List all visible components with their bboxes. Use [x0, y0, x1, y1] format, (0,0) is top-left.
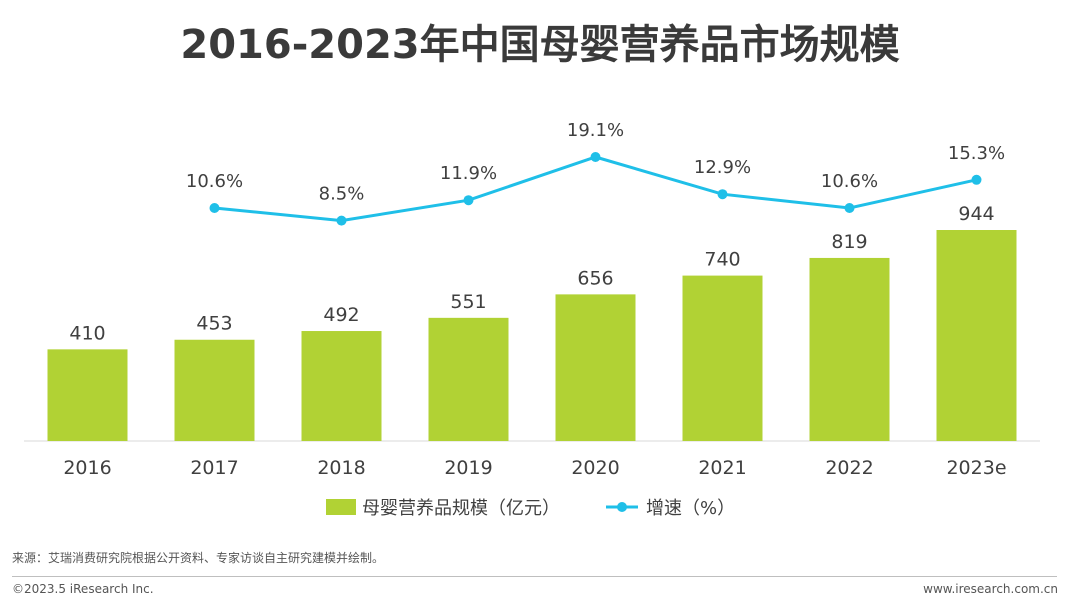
growth-value-label: 19.1% — [567, 120, 624, 141]
bar-2018 — [301, 331, 382, 441]
bar-2019 — [428, 317, 509, 441]
x-tick-label: 2023e — [946, 457, 1006, 479]
growth-value-label: 15.3% — [948, 143, 1005, 164]
bar-value-label: 740 — [704, 249, 740, 271]
growth-point-2017 — [209, 203, 220, 213]
chart-svg: 410 2016 453 2017 492 2018 551 2019 656 2020 740 20… — [24, 120, 1040, 519]
legend-bar-swatch — [326, 499, 356, 515]
growth-value-label: 11.9% — [440, 163, 497, 184]
legend-bar-label: 母婴营养品规模（亿元） — [362, 498, 560, 519]
bar-2017 — [174, 339, 255, 441]
footer-divider — [12, 576, 1057, 577]
growth-point-2018 — [336, 215, 347, 226]
bar-value-label: 819 — [831, 231, 867, 253]
source-note: 来源：艾瑞消费研究院根据公开资料、专家访谈自主研究建模并绘制。 — [12, 551, 385, 565]
bar-2023e — [936, 230, 1017, 441]
bar-value-label: 453 — [196, 313, 232, 335]
x-tick-label: 2022 — [825, 457, 873, 479]
growth-point-2023e — [971, 174, 982, 185]
growth-value-label: 12.9% — [694, 157, 751, 178]
chart-title: 2016-2023年中国母婴营养品市场规模 — [180, 22, 900, 68]
bar-value-label: 551 — [450, 291, 486, 313]
growth-point-2020 — [590, 152, 601, 162]
bar-value-label: 656 — [577, 267, 613, 289]
website-link[interactable]: www.iresearch.com.cn — [923, 582, 1058, 596]
growth-value-label: 8.5% — [319, 184, 365, 205]
bar-value-label: 944 — [958, 203, 994, 225]
growth-value-label: 10.6% — [821, 171, 878, 192]
x-tick-label: 2017 — [190, 457, 238, 479]
growth-value-label: 10.6% — [186, 171, 243, 192]
bar-2022 — [809, 257, 890, 441]
x-tick-label: 2021 — [698, 457, 746, 479]
bar-2020 — [555, 294, 636, 441]
copyright-text: ©2023.5 iResearch Inc. — [12, 582, 154, 596]
legend-line-label: 增速（%） — [646, 498, 735, 519]
bar-value-label: 492 — [323, 304, 359, 326]
bar-2016 — [47, 349, 128, 441]
x-tick-label: 2018 — [317, 457, 365, 479]
growth-point-2022 — [844, 203, 855, 213]
x-tick-label: 2019 — [444, 457, 492, 479]
bar-value-label: 410 — [69, 322, 105, 344]
legend-line-marker — [617, 502, 627, 512]
x-tick-label: 2020 — [571, 457, 619, 479]
growth-point-2021 — [717, 189, 728, 200]
x-tick-label: 2016 — [63, 457, 111, 479]
bar-2021 — [682, 275, 763, 441]
growth-point-2019 — [463, 195, 474, 206]
